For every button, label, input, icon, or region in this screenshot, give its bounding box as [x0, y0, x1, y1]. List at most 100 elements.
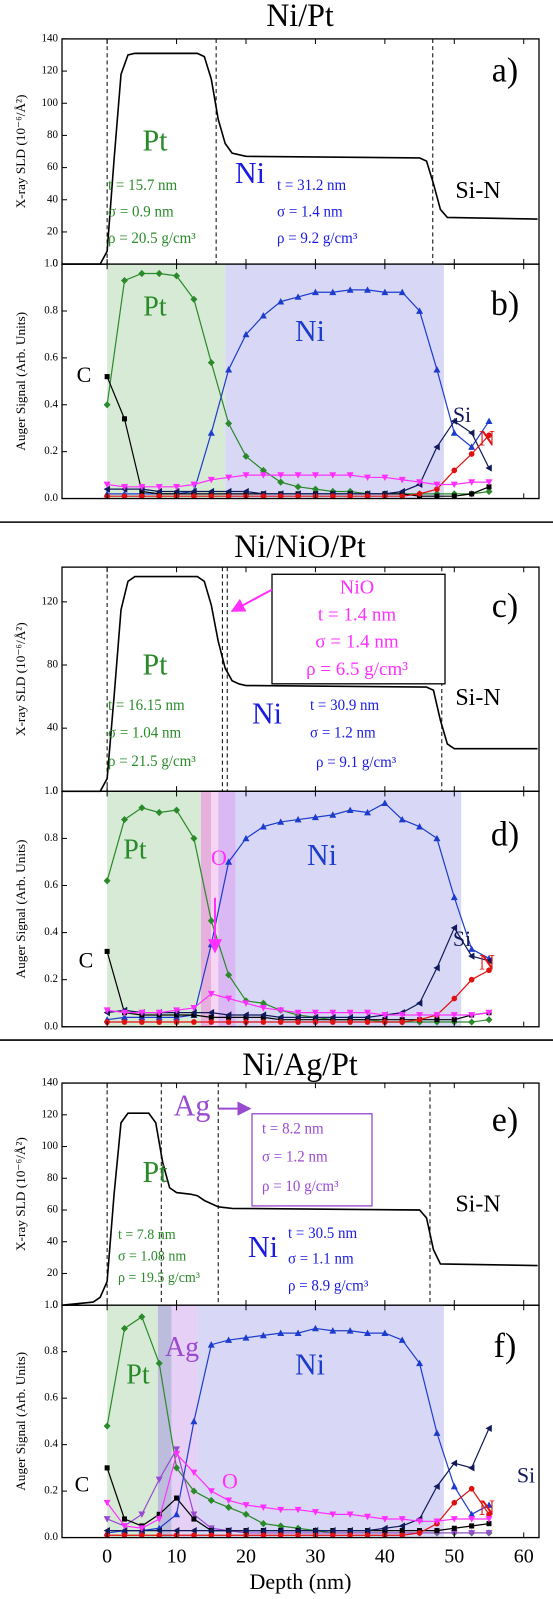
marker: [156, 1019, 163, 1025]
marker: [120, 1009, 128, 1017]
marker: [174, 1012, 180, 1018]
marker: [104, 374, 110, 380]
marker: [433, 1012, 441, 1019]
y-tick-label: 0.2: [44, 1485, 58, 1497]
marker: [399, 1019, 406, 1025]
y-tick-label: 40: [47, 193, 58, 205]
marker: [468, 952, 475, 960]
marker: [190, 487, 197, 496]
y-tick-label: 0.2: [44, 973, 58, 985]
y-tick-label: 120: [42, 65, 59, 77]
marker: [486, 1511, 492, 1518]
marker: [486, 1521, 492, 1527]
panel-title: Ni/Pt: [266, 0, 334, 34]
annotation: σ = 0.9 nm: [108, 203, 174, 220]
x-tick-label: 0: [102, 1546, 112, 1568]
marker: [242, 1011, 249, 1019]
annotation: f): [494, 1327, 517, 1365]
annotation: σ = 1.4 nm: [277, 203, 343, 220]
marker: [173, 487, 180, 496]
annotation: t = 1.4 nm: [318, 605, 396, 626]
marker: [208, 1532, 215, 1539]
y-axis-label: Auger Signal (Arb. Units): [13, 1352, 28, 1491]
marker: [416, 479, 424, 486]
marker: [329, 493, 336, 500]
y-tick-label: 120: [42, 595, 59, 607]
marker: [190, 1417, 198, 1425]
sld-curve: [62, 52, 538, 265]
y-tick-label: 0.6: [44, 879, 58, 891]
marker: [259, 1520, 267, 1528]
marker: [139, 1532, 145, 1539]
y-axis-label: Auger Signal (Arb. Units): [13, 840, 28, 979]
marker: [381, 1524, 388, 1532]
marker: [381, 474, 389, 482]
marker: [381, 1516, 389, 1523]
marker: [485, 1016, 493, 1024]
marker: [259, 466, 267, 474]
y-tick-label: 0.4: [44, 398, 58, 410]
marker: [434, 486, 440, 493]
marker: [207, 429, 215, 436]
annotation: a): [492, 51, 518, 89]
marker: [139, 493, 145, 500]
marker: [485, 417, 493, 425]
y-tick-label: 20: [47, 1267, 58, 1279]
marker: [364, 1009, 372, 1017]
marker: [242, 487, 249, 496]
marker: [207, 1341, 215, 1348]
marker: [416, 1012, 424, 1019]
arrow: [230, 588, 273, 613]
marker: [433, 443, 440, 451]
annotation: t = 15.7 nm: [108, 177, 177, 194]
marker: [311, 1013, 319, 1021]
marker: [225, 487, 232, 496]
marker: [346, 806, 354, 814]
y-tick-label: 0.0: [44, 1531, 58, 1543]
marker: [295, 1019, 301, 1025]
marker: [416, 1016, 423, 1023]
marker: [103, 481, 111, 489]
marker: [259, 999, 267, 1007]
annotation: t = 16.15 nm: [108, 697, 185, 714]
marker: [208, 493, 215, 500]
marker: [450, 1459, 458, 1467]
marker: [294, 1506, 302, 1514]
annotation: Ag: [174, 1088, 211, 1122]
marker: [190, 1527, 197, 1535]
marker: [155, 1527, 163, 1535]
marker: [433, 1518, 441, 1525]
marker: [485, 487, 493, 496]
marker: [277, 1527, 284, 1535]
marker: [469, 491, 475, 497]
marker: [225, 419, 233, 428]
marker: [433, 834, 441, 842]
marker: [155, 483, 163, 491]
layer-region: [235, 791, 462, 1027]
marker: [155, 1009, 163, 1017]
marker: [225, 971, 233, 979]
marker: [485, 957, 492, 965]
y-tick-label: 40: [47, 1235, 58, 1247]
marker: [207, 487, 215, 496]
marker: [485, 479, 493, 486]
annotation: ρ = 19.5 g/cm³: [118, 1270, 200, 1286]
marker: [207, 1527, 215, 1535]
marker: [311, 1009, 319, 1017]
marker: [225, 1336, 233, 1343]
marker: [468, 1510, 476, 1518]
marker: [174, 1495, 180, 1501]
marker: [468, 1018, 476, 1026]
y-tick-label: 1.0: [44, 785, 58, 797]
y-tick-label: 1.0: [44, 1299, 58, 1311]
marker: [173, 1464, 181, 1472]
y-tick-label: 0.4: [44, 1438, 58, 1450]
marker: [103, 1422, 111, 1430]
marker: [450, 1516, 458, 1523]
marker: [329, 472, 337, 479]
y-tick-label: 100: [42, 1140, 59, 1152]
annotation: ρ = 20.5 g/cm³: [108, 230, 196, 247]
marker: [398, 815, 406, 823]
marker: [381, 799, 389, 806]
marker: [468, 479, 476, 486]
